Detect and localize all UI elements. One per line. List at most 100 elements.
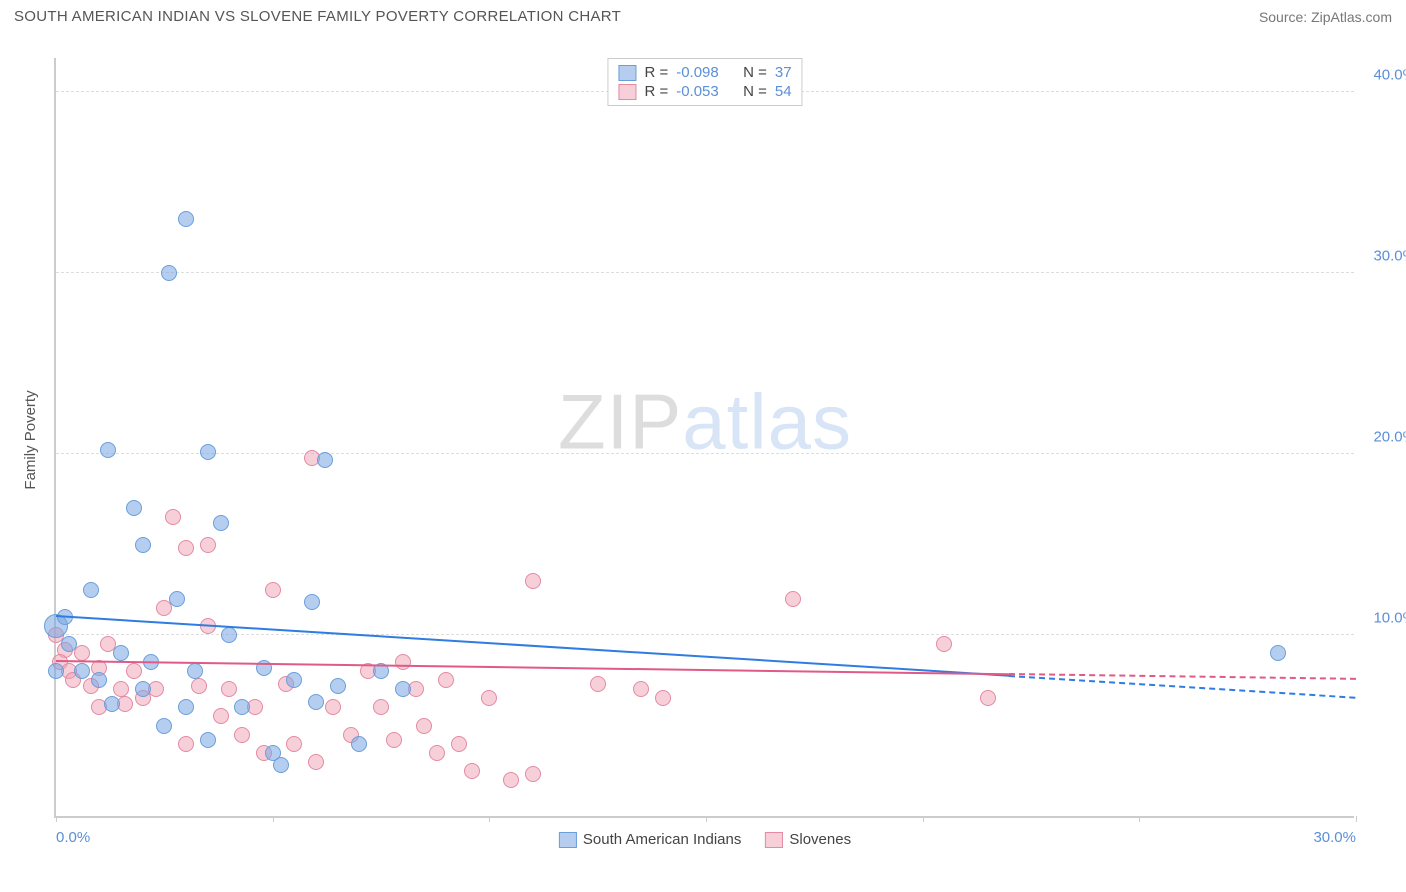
legend-r-label: R =: [644, 64, 668, 81]
legend-item: Slovenes: [765, 831, 851, 848]
scatter-point-b: [980, 690, 996, 706]
scatter-point-b: [633, 681, 649, 697]
scatter-point-a: [351, 736, 367, 752]
scatter-point-b: [74, 645, 90, 661]
legend-n-value: 37: [775, 64, 792, 81]
scatter-point-b: [191, 678, 207, 694]
scatter-point-b: [503, 772, 519, 788]
scatter-point-b: [655, 690, 671, 706]
scatter-point-b: [525, 573, 541, 589]
scatter-point-b: [308, 754, 324, 770]
scatter-point-b: [936, 636, 952, 652]
x-tick: [56, 816, 57, 822]
x-tick: [923, 816, 924, 822]
scatter-point-a: [169, 591, 185, 607]
scatter-point-b: [200, 537, 216, 553]
scatter-point-a: [156, 718, 172, 734]
gridline: [56, 634, 1354, 635]
chart-source: Source: ZipAtlas.com: [1259, 9, 1392, 25]
legend-swatch-icon: [559, 832, 577, 848]
scatter-point-b: [126, 663, 142, 679]
x-tick: [1139, 816, 1140, 822]
scatter-point-b: [429, 745, 445, 761]
x-tick-label: 30.0%: [1313, 829, 1356, 846]
legend-item: South American Indians: [559, 831, 741, 848]
scatter-point-a: [317, 452, 333, 468]
legend-row: R = -0.098 N = 37: [618, 63, 791, 82]
legend-r-value: -0.053: [676, 83, 719, 100]
scatter-point-a: [135, 681, 151, 697]
scatter-point-b: [286, 736, 302, 752]
x-tick-label: 0.0%: [56, 829, 90, 846]
scatter-point-a: [91, 672, 107, 688]
x-tick: [489, 816, 490, 822]
scatter-point-b: [386, 732, 402, 748]
scatter-point-b: [785, 591, 801, 607]
legend-n-value: 54: [775, 83, 792, 100]
scatter-point-b: [373, 699, 389, 715]
scatter-point-a: [104, 696, 120, 712]
scatter-point-b: [165, 509, 181, 525]
scatter-point-b: [525, 766, 541, 782]
legend-swatch-icon: [765, 832, 783, 848]
gridline: [56, 272, 1354, 273]
scatter-point-a: [126, 500, 142, 516]
scatter-point-a: [234, 699, 250, 715]
scatter-point-b: [265, 582, 281, 598]
scatter-point-b: [221, 681, 237, 697]
scatter-point-b: [590, 676, 606, 692]
legend-swatch-icon: [618, 65, 636, 81]
legend-r-value: -0.098: [676, 64, 719, 81]
scatter-point-a: [200, 732, 216, 748]
y-axis-label: Family Poverty: [22, 390, 39, 489]
scatter-point-b: [481, 690, 497, 706]
y-tick-label: 40.0%: [1373, 67, 1406, 84]
x-tick: [273, 816, 274, 822]
correlation-legend: R = -0.098 N = 37 R = -0.053 N = 54: [607, 58, 802, 106]
legend-label: Slovenes: [789, 831, 851, 848]
scatter-point-b: [438, 672, 454, 688]
scatter-point-a: [113, 645, 129, 661]
scatter-point-a: [178, 699, 194, 715]
scatter-point-a: [200, 444, 216, 460]
scatter-point-a: [221, 627, 237, 643]
scatter-point-a: [304, 594, 320, 610]
scatter-point-b: [464, 763, 480, 779]
scatter-point-a: [178, 211, 194, 227]
scatter-point-a: [1270, 645, 1286, 661]
legend-r-label: R =: [644, 83, 668, 100]
chart-title: SOUTH AMERICAN INDIAN VS SLOVENE FAMILY …: [14, 8, 621, 25]
gridline: [56, 453, 1354, 454]
scatter-point-a: [100, 442, 116, 458]
scatter-point-a: [83, 582, 99, 598]
y-tick-label: 20.0%: [1373, 429, 1406, 446]
scatter-point-b: [213, 708, 229, 724]
legend-swatch-icon: [618, 84, 636, 100]
scatter-point-b: [451, 736, 467, 752]
scatter-point-b: [325, 699, 341, 715]
scatter-point-b: [178, 736, 194, 752]
scatter-point-a: [330, 678, 346, 694]
scatter-point-a: [213, 515, 229, 531]
legend-row: R = -0.053 N = 54: [618, 82, 791, 101]
scatter-point-a: [135, 537, 151, 553]
scatter-point-a: [395, 681, 411, 697]
y-tick-label: 30.0%: [1373, 248, 1406, 265]
scatter-point-a: [61, 636, 77, 652]
y-tick-label: 10.0%: [1373, 610, 1406, 627]
scatter-point-a: [48, 663, 64, 679]
series-legend: South American Indians Slovenes: [559, 831, 851, 848]
legend-label: South American Indians: [583, 831, 741, 848]
scatter-point-a: [187, 663, 203, 679]
scatter-point-b: [416, 718, 432, 734]
scatter-point-b: [178, 540, 194, 556]
scatter-point-b: [234, 727, 250, 743]
legend-n-label: N =: [743, 64, 767, 81]
scatter-point-a: [308, 694, 324, 710]
x-tick: [706, 816, 707, 822]
scatter-point-a: [161, 265, 177, 281]
scatter-point-a: [74, 663, 90, 679]
legend-n-label: N =: [743, 83, 767, 100]
x-tick: [1356, 816, 1357, 822]
scatter-point-a: [286, 672, 302, 688]
